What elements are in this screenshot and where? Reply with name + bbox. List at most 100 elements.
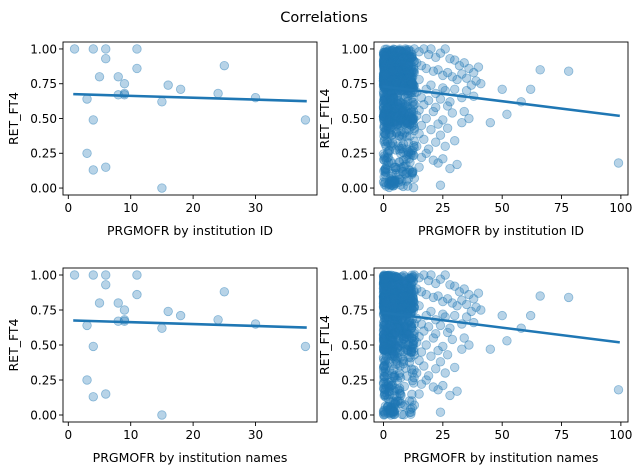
cluster-point — [398, 276, 408, 286]
cluster-point — [379, 68, 389, 79]
data-point — [409, 123, 420, 133]
cluster-point — [393, 111, 404, 122]
data-point — [438, 83, 448, 93]
cluster-point — [386, 46, 397, 56]
cluster-point — [392, 343, 403, 353]
cluster-point — [379, 278, 389, 288]
cluster-point — [408, 106, 419, 117]
cluster-point — [385, 114, 395, 125]
cluster-point — [383, 394, 394, 404]
data-point — [445, 280, 455, 290]
cluster-point — [387, 68, 397, 78]
cluster-point — [401, 63, 411, 73]
cluster-point — [378, 336, 389, 346]
data-point — [435, 48, 446, 58]
cluster-point — [383, 66, 393, 77]
cluster-point — [401, 297, 412, 307]
cluster-point — [398, 63, 409, 73]
cluster-point — [380, 298, 390, 309]
data-point — [438, 296, 448, 307]
cluster-point — [387, 55, 397, 65]
cluster-point — [380, 60, 390, 71]
y-tick-label: 0.50 — [341, 112, 368, 126]
cluster-point — [395, 71, 406, 81]
cluster-point — [389, 385, 399, 396]
cluster-point — [402, 298, 412, 309]
cluster-point — [382, 66, 392, 76]
cluster-point — [380, 69, 390, 79]
cluster-point — [394, 326, 404, 336]
cluster-point — [387, 106, 398, 117]
data-point — [447, 298, 458, 308]
cluster-point — [383, 293, 394, 303]
cluster-point — [394, 131, 405, 141]
cluster-point — [402, 115, 412, 125]
cluster-point — [384, 365, 395, 376]
data-point — [433, 345, 443, 356]
cluster-point — [386, 88, 396, 99]
cluster-point — [379, 276, 389, 287]
cluster-point — [399, 290, 410, 300]
cluster-point — [409, 346, 419, 357]
cluster-point — [383, 115, 393, 126]
data-point — [419, 99, 429, 110]
cluster-point — [394, 302, 405, 313]
cluster-point — [405, 296, 416, 306]
cluster-point — [387, 90, 398, 100]
cluster-point — [400, 78, 411, 89]
cluster-point — [384, 320, 394, 330]
cluster-point — [381, 355, 391, 365]
cluster-point — [409, 335, 420, 345]
cluster-point — [385, 110, 395, 120]
cluster-point — [378, 302, 389, 312]
cluster-point — [390, 284, 400, 295]
cluster-point — [382, 66, 393, 76]
cluster-point — [379, 345, 389, 355]
cluster-point — [380, 276, 391, 286]
data-point — [213, 88, 223, 99]
cluster-point — [408, 101, 418, 111]
data-point — [435, 94, 446, 104]
cluster-point — [399, 298, 410, 309]
cluster-point — [379, 319, 390, 330]
cluster-point — [388, 337, 398, 347]
cluster-point — [399, 321, 410, 331]
cluster-point — [392, 375, 403, 386]
cluster-point — [398, 359, 409, 369]
cluster-point — [383, 296, 393, 307]
x-axis-label: PRGMOFR by institution names — [93, 450, 288, 465]
cluster-point — [386, 59, 397, 69]
cluster-point — [393, 46, 403, 56]
cluster-point — [383, 339, 394, 349]
cluster-point — [393, 396, 403, 406]
cluster-point — [407, 368, 418, 378]
cluster-point — [379, 317, 389, 327]
cluster-point — [380, 389, 390, 400]
cluster-point — [398, 356, 409, 366]
cluster-point — [389, 292, 399, 302]
cluster-point — [401, 100, 411, 111]
data-point — [450, 362, 460, 373]
cluster-point — [388, 74, 399, 85]
cluster-point — [401, 329, 412, 340]
cluster-point — [397, 301, 407, 311]
data-point — [457, 344, 467, 354]
data-point — [88, 341, 98, 352]
cluster-point — [394, 290, 404, 300]
cluster-point — [379, 60, 390, 70]
x-tick-label: 75 — [554, 201, 569, 215]
cluster-point — [393, 273, 404, 284]
cluster-point — [407, 52, 417, 63]
cluster-point — [383, 138, 393, 148]
cluster-point — [378, 302, 389, 312]
cluster-point — [388, 342, 398, 352]
cluster-point — [383, 286, 393, 296]
cluster-point — [408, 68, 418, 78]
cluster-point — [403, 318, 413, 328]
cluster-point — [384, 288, 394, 299]
cluster-point — [381, 97, 392, 108]
cluster-point — [394, 145, 404, 155]
cluster-point — [409, 331, 419, 341]
